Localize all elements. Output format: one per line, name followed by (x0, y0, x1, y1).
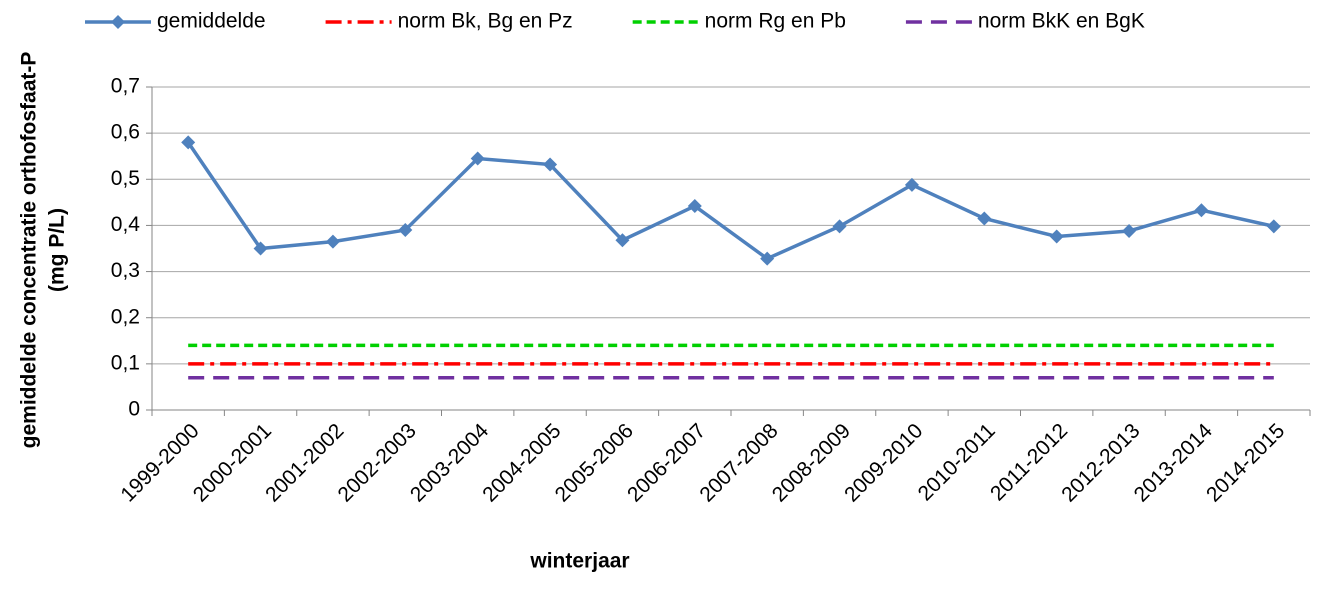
data-point (253, 241, 268, 256)
data-point (977, 211, 992, 226)
legend-marker (111, 15, 125, 29)
y-tick-label: 0,4 (111, 213, 141, 236)
legend-item: norm Bk, Bg en Pz (325, 10, 573, 33)
y-axis-title: (mg P/L) (46, 208, 69, 292)
legend-item: gemiddelde (85, 10, 266, 33)
y-tick-label: 0,5 (111, 167, 140, 190)
legend-label: norm BkK en BgK (978, 10, 1145, 33)
y-tick-label: 0 (128, 398, 140, 421)
data-point (398, 223, 413, 238)
legend-label: norm Bk, Bg en Pz (398, 10, 573, 33)
data-point (470, 151, 485, 166)
data-point (1266, 219, 1281, 234)
y-axis-title: gemiddelde concentratie orthofosfaat-P (18, 52, 41, 449)
y-tick-label: 0,1 (111, 351, 140, 374)
data-point (760, 251, 775, 266)
legend-label: gemiddelde (157, 10, 266, 33)
y-tick-label: 0,6 (111, 121, 140, 144)
data-point (615, 233, 630, 248)
data-point (687, 199, 702, 214)
data-point (181, 135, 196, 150)
data-point (1049, 229, 1064, 244)
y-tick-label: 0,3 (111, 259, 140, 282)
data-point (325, 234, 340, 249)
data-point (543, 157, 558, 172)
data-point (904, 177, 919, 192)
data-point (1194, 203, 1209, 218)
data-line (186, 141, 1275, 261)
data-point (832, 219, 847, 234)
legend-item: norm Rg en Pb (632, 10, 846, 33)
y-tick-label: 0,2 (111, 305, 140, 328)
x-tick-label: 2009-2010 (840, 419, 927, 506)
data-point (1122, 223, 1137, 238)
x-tick-label: 2010-2011 (914, 419, 1000, 505)
y-tick-label: 0,7 (111, 75, 140, 98)
x-axis-title: winterjaar (529, 550, 629, 573)
legend-item: norm BkK en BgK (905, 10, 1145, 33)
x-tick-label: 2014-2015 (1202, 419, 1289, 506)
legend-label: norm Rg en Pb (705, 10, 846, 33)
